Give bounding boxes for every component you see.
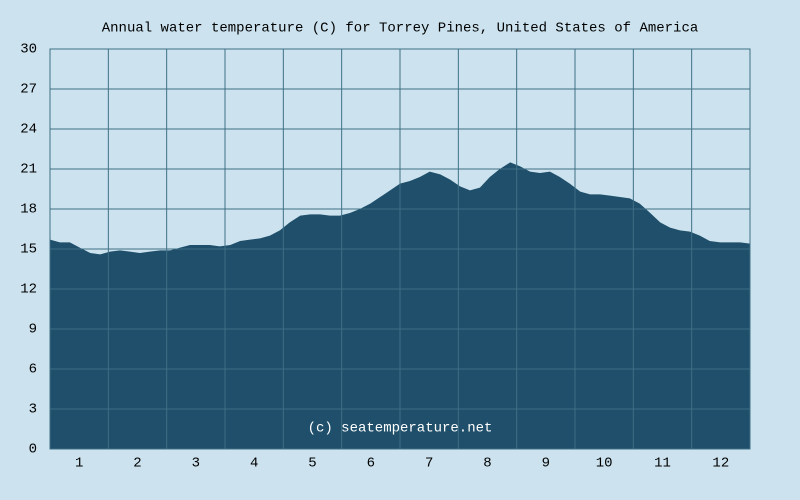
- x-tick-label: 12: [712, 456, 729, 472]
- x-tick-label: 11: [654, 456, 671, 472]
- x-tick-label: 10: [596, 456, 613, 472]
- x-tick-label: 9: [542, 456, 550, 472]
- x-tick-label: 6: [367, 456, 375, 472]
- plot-frame: [49, 48, 751, 450]
- x-tick-label: 1: [75, 456, 83, 472]
- y-tick-label: 24: [20, 122, 37, 138]
- chart-title: Annual water temperature (C) for Torrey …: [102, 21, 699, 37]
- y-tick-label: 0: [29, 442, 37, 458]
- x-tick-label: 4: [250, 456, 258, 472]
- x-tick-label: 8: [483, 456, 491, 472]
- y-tick-label: 3: [29, 402, 37, 418]
- y-tick-label: 21: [20, 162, 37, 178]
- y-tick-label: 30: [20, 42, 37, 58]
- annotation: (c) seatemperature.net: [308, 421, 493, 437]
- y-tick-label: 15: [20, 242, 37, 258]
- x-tick-label: 7: [425, 456, 433, 472]
- y-tick-label: 6: [29, 362, 37, 378]
- y-tick-label: 9: [29, 322, 37, 338]
- y-tick-label: 12: [20, 282, 37, 298]
- x-tick-label: 3: [192, 456, 200, 472]
- x-tick-label: 5: [308, 456, 316, 472]
- x-tick-label: 2: [133, 456, 141, 472]
- y-tick-label: 18: [20, 202, 37, 218]
- y-tick-label: 27: [20, 82, 37, 98]
